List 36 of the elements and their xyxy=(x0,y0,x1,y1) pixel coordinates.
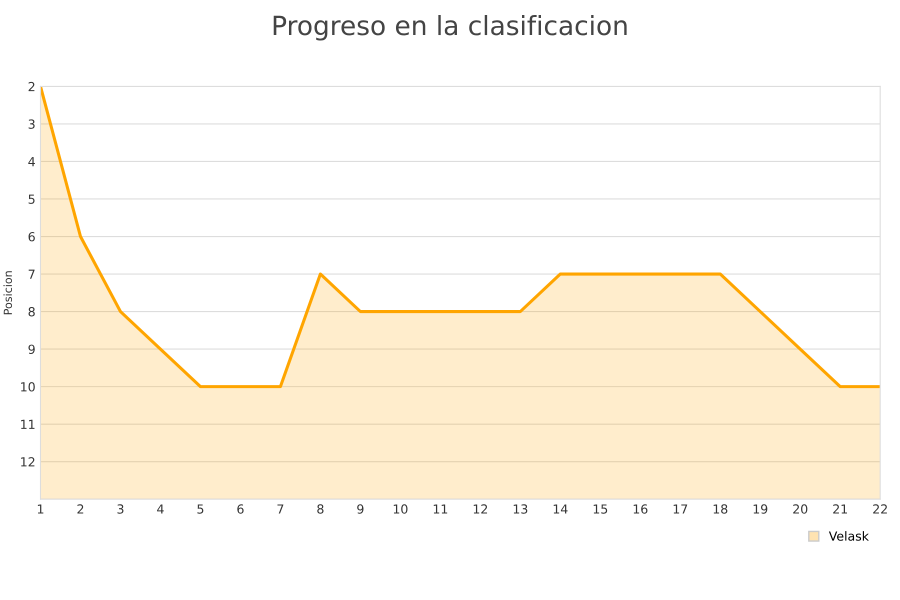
y-tick-label: 6 xyxy=(28,232,35,242)
legend-label: Velask xyxy=(828,531,869,541)
x-tick-label: 18 xyxy=(714,504,728,514)
x-tick-label: 10 xyxy=(394,504,408,514)
x-tick-label: 4 xyxy=(157,504,164,514)
x-tick-label: 21 xyxy=(833,504,848,514)
x-tick-label: 7 xyxy=(277,504,284,514)
x-tick-label: 17 xyxy=(674,504,688,514)
y-tick-label: 10 xyxy=(21,382,35,392)
x-tick-label: 16 xyxy=(634,504,648,514)
y-tick-label: 5 xyxy=(28,194,35,204)
x-tick-label: 15 xyxy=(594,504,608,514)
x-tick-label: 12 xyxy=(474,504,488,514)
y-tick-label: 9 xyxy=(28,344,35,354)
x-tick-label: 6 xyxy=(237,504,244,514)
x-tick-label: 9 xyxy=(357,504,364,514)
chart-title: Progreso en la clasificacion xyxy=(274,15,627,41)
x-tick-label: 22 xyxy=(873,504,887,514)
y-tick-label: 3 xyxy=(28,119,35,129)
x-tick-label: 19 xyxy=(754,504,768,514)
y-tick-label: 7 xyxy=(28,270,35,279)
x-tick-label: 1 xyxy=(38,504,44,514)
x-tick-label: 2 xyxy=(77,504,84,514)
x-tick-label: 11 xyxy=(434,504,448,514)
x-tick-label: 3 xyxy=(117,504,124,514)
y-axis-title: Posicion xyxy=(3,271,12,314)
x-tick-label: 20 xyxy=(793,504,808,514)
y-tick-label: 12 xyxy=(21,457,34,466)
y-tick-label: 4 xyxy=(28,157,35,166)
y-tick-label: 2 xyxy=(28,82,34,92)
x-tick-label: 14 xyxy=(554,504,568,514)
x-tick-label: 13 xyxy=(514,504,528,514)
y-tick-label: 8 xyxy=(28,307,35,316)
x-tick-label: 5 xyxy=(197,504,204,514)
y-tick-label: 11 xyxy=(21,420,34,429)
x-tick-label: 8 xyxy=(317,504,324,514)
